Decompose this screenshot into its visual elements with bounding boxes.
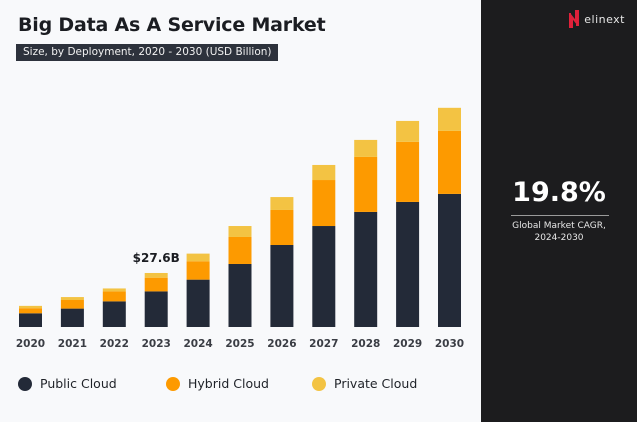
x-tick-label: 2027 xyxy=(309,338,338,350)
x-tick-label: 2022 xyxy=(100,338,129,350)
bar-hybrid-cloud-2028 xyxy=(354,156,378,212)
bar-hybrid-cloud-2027 xyxy=(312,180,336,227)
x-tick-label: 2023 xyxy=(142,338,171,350)
bar-public-cloud-2030 xyxy=(438,193,461,327)
chart-subtitle: Size, by Deployment, 2020 - 2030 (USD Bi… xyxy=(16,44,278,61)
logo-text: elinext xyxy=(584,12,625,26)
bar-public-cloud-2024 xyxy=(186,279,210,327)
elinext-logo-icon xyxy=(569,10,580,28)
chart-panel: Big Data As A Service Market Size, by De… xyxy=(15,14,478,394)
bar-public-cloud-2022 xyxy=(102,301,126,327)
bar-private-cloud-2022 xyxy=(102,288,126,292)
x-tick-label: 2025 xyxy=(225,338,254,350)
bar-public-cloud-2027 xyxy=(312,226,336,327)
x-tick-label: 2024 xyxy=(183,338,212,350)
bar-hybrid-cloud-2025 xyxy=(228,236,252,264)
bar-public-cloud-2026 xyxy=(270,245,294,327)
legend-item-hybrid-cloud: Hybrid Cloud xyxy=(166,376,269,391)
cagr-value: 19.8% xyxy=(512,177,606,208)
bar-hybrid-cloud-2023 xyxy=(144,277,168,292)
bar-private-cloud-2026 xyxy=(270,197,294,210)
bar-hybrid-cloud-2020 xyxy=(19,308,42,314)
legend-swatch-hybrid xyxy=(166,376,180,391)
x-tick-label: 2020 xyxy=(16,338,45,350)
bar-private-cloud-2028 xyxy=(354,139,378,157)
legend-label: Public Cloud xyxy=(40,376,117,391)
bar-private-cloud-2020 xyxy=(19,305,42,309)
brand-logo: elinext xyxy=(569,10,625,28)
divider xyxy=(511,215,609,216)
cagr-label: Global Market CAGR, 2024-2030 xyxy=(481,220,637,244)
bar-private-cloud-2021 xyxy=(60,297,84,300)
x-tick-label: 2021 xyxy=(58,338,87,350)
cagr-label-line2: 2024-2030 xyxy=(534,233,584,243)
bar-hybrid-cloud-2021 xyxy=(60,299,84,309)
bar-private-cloud-2023 xyxy=(144,272,168,278)
bar-private-cloud-2030 xyxy=(438,107,461,131)
chart-title: Big Data As A Service Market xyxy=(18,14,326,36)
legend-swatch-public xyxy=(18,376,32,391)
x-tick-label: 2026 xyxy=(267,338,296,350)
cagr-label-line1: Global Market CAGR, xyxy=(512,221,606,231)
legend-swatch-private xyxy=(312,376,326,391)
x-tick-label: 2029 xyxy=(393,338,422,350)
bar-public-cloud-2025 xyxy=(228,263,252,327)
bar-public-cloud-2029 xyxy=(396,201,420,327)
stacked-bar-chart: 2020 2021 2022 2023 $27.6B 2024 2025 2026 2027 20… xyxy=(16,107,464,350)
bar-hybrid-cloud-2022 xyxy=(102,291,126,302)
legend-item-public-cloud: Public Cloud xyxy=(18,376,117,391)
bar-private-cloud-2024 xyxy=(186,253,210,262)
x-tick-label: 2028 xyxy=(351,338,380,350)
legend: Public Cloud Hybrid Cloud Private Cloud xyxy=(18,376,478,394)
bar-public-cloud-2023 xyxy=(144,291,168,327)
bar-private-cloud-2027 xyxy=(312,164,336,181)
bar-public-cloud-2020 xyxy=(19,313,42,327)
bar-hybrid-cloud-2026 xyxy=(270,209,294,246)
bar-hybrid-cloud-2024 xyxy=(186,261,210,280)
x-tick-label: 2030 xyxy=(435,338,464,350)
bar-private-cloud-2029 xyxy=(396,120,420,142)
legend-item-private-cloud: Private Cloud xyxy=(312,376,417,391)
bar-hybrid-cloud-2030 xyxy=(438,130,461,194)
bar-public-cloud-2021 xyxy=(60,308,84,327)
info-panel: elinext 19.8% Global Market CAGR, 2024-2… xyxy=(481,0,637,422)
bar-private-cloud-2025 xyxy=(228,226,252,237)
legend-label: Private Cloud xyxy=(334,376,418,391)
data-label-2023: $27.6B xyxy=(133,251,180,265)
bar-public-cloud-2028 xyxy=(354,211,378,327)
bar-hybrid-cloud-2029 xyxy=(396,141,420,202)
legend-label: Hybrid Cloud xyxy=(188,376,269,391)
